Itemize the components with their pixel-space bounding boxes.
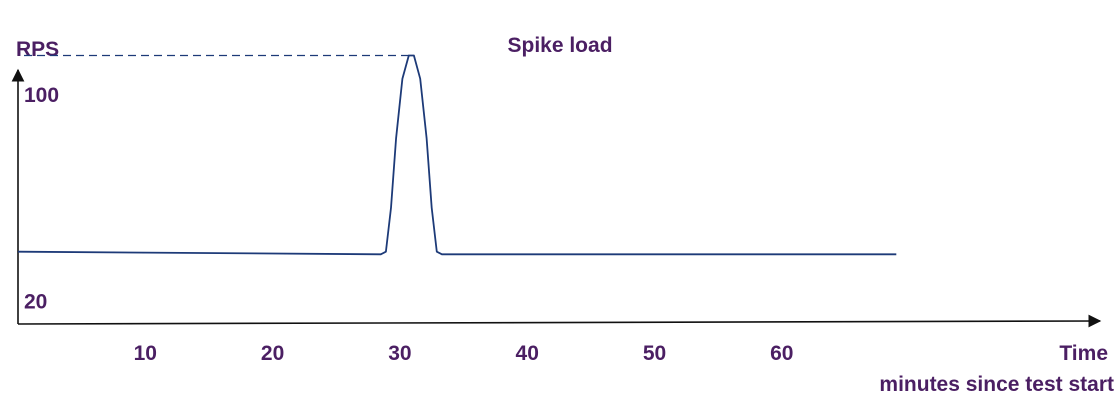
x-tick-label-60: 60 (770, 342, 793, 365)
x-axis-sublabel: minutes since test start (879, 373, 1114, 396)
y-axis-label: RPS (16, 38, 59, 61)
x-tick-label-10: 10 (134, 342, 157, 365)
x-axis (17, 314, 1102, 328)
x-tick-label-50: 50 (643, 342, 666, 365)
series-layer (17, 54, 897, 256)
y-tick-label-100: 100 (24, 84, 59, 107)
x-tick-label-30: 30 (388, 342, 411, 365)
chart-title: Spike load (507, 34, 612, 57)
x-tick-label-20: 20 (261, 342, 284, 365)
x-tick-labels: 10 20 30 40 50 60 (134, 342, 794, 365)
y-tick-label-20: 20 (24, 290, 47, 313)
x-axis-label: Time (1059, 342, 1108, 365)
x-tick-label-40: 40 (516, 342, 539, 365)
y-tick-labels: 20 100 (24, 84, 59, 314)
series-line-0 (17, 54, 897, 256)
